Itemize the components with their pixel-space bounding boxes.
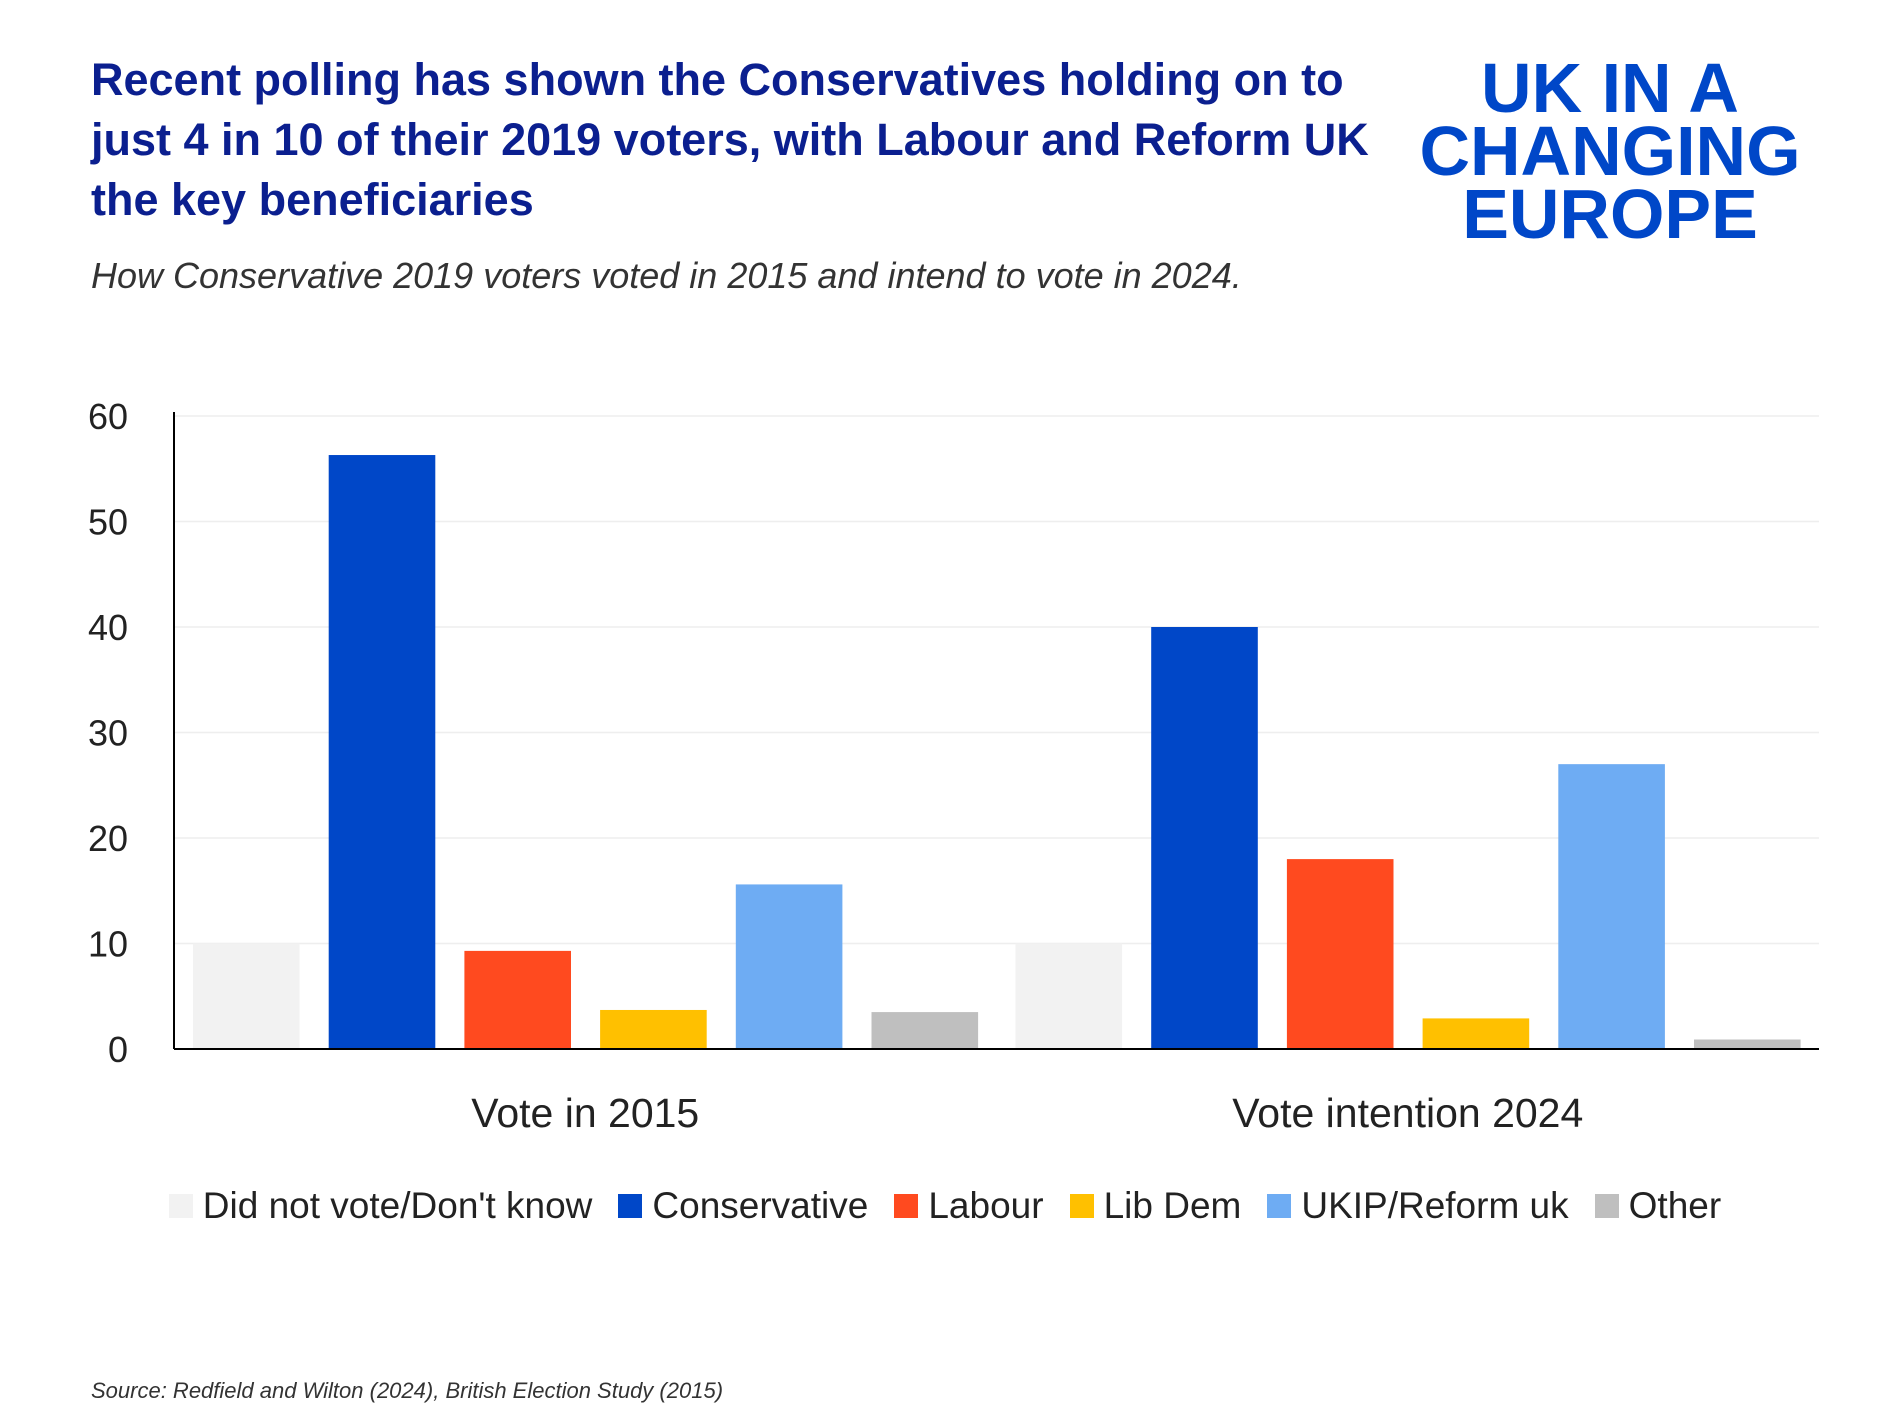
bar-did-not-vote-don-t-know-1	[1015, 943, 1123, 1049]
bar-ukip-reform-uk-1	[1558, 764, 1665, 1049]
legend-swatch	[168, 1194, 193, 1218]
legend: Did not vote/Don't know Conservative Labou…	[0, 1185, 1890, 1227]
legend-label: Labour	[928, 1185, 1044, 1226]
y-tick-label: 40	[88, 607, 128, 648]
legend-swatch	[1267, 1194, 1292, 1218]
bar-conservative-0	[328, 455, 436, 1049]
chart-subtitle: How Conservative 2019 voters voted in 20…	[91, 255, 1242, 296]
logo-line-1: UK IN A	[1481, 50, 1739, 127]
bar-ukip-reform-uk-0	[735, 884, 843, 1049]
legend-label: Other	[1628, 1185, 1722, 1226]
bar-conservative-1	[1151, 627, 1258, 1049]
bar-other-0	[871, 1012, 979, 1049]
bar-lib-dem-0	[600, 1009, 707, 1049]
legend-swatch	[1069, 1194, 1094, 1218]
bar-labour-0	[464, 950, 571, 1049]
chart-title: Recent polling has shown the Conservativ…	[91, 54, 1369, 225]
bar-chart: 0 10 20 30 40 50 60 Vote in 2015 Vote intention …	[88, 396, 1819, 1136]
logo-line-3: EUROPE	[1462, 175, 1758, 250]
bar-lib-dem-1	[1422, 1018, 1530, 1049]
legend-label: Lib Dem	[1103, 1185, 1242, 1226]
category-label: Vote intention 2024	[1232, 1090, 1583, 1136]
legend-item: Other	[1594, 1185, 1722, 1227]
legend-swatch	[1594, 1194, 1619, 1218]
legend-swatch	[894, 1194, 919, 1218]
uk-in-a-changing-europe-logo: UK IN A CHANGING EUROPE	[1419, 50, 1800, 250]
logo-line-2: CHANGING	[1419, 112, 1800, 190]
legend-label: Did not vote/Don't know	[202, 1185, 593, 1226]
legend-item: UKIP/Reform uk	[1267, 1185, 1569, 1227]
legend-item: Lib Dem	[1069, 1185, 1242, 1227]
source-note: Source: Redfield and Wilton (2024), Brit…	[91, 1378, 724, 1403]
legend-swatch	[618, 1194, 643, 1218]
legend-item: Labour	[894, 1185, 1044, 1227]
y-tick-label: 50	[88, 502, 128, 543]
y-tick-label: 30	[88, 713, 128, 754]
category-label: Vote in 2015	[471, 1090, 699, 1136]
legend-label: UKIP/Reform uk	[1301, 1185, 1569, 1226]
legend-label: Conservative	[652, 1185, 869, 1226]
y-tick-label: 20	[88, 818, 128, 859]
bar-did-not-vote-don-t-know-0	[193, 943, 300, 1049]
y-tick-label: 10	[88, 924, 128, 965]
y-tick-label: 60	[88, 396, 128, 437]
legend-item: Conservative	[618, 1185, 868, 1227]
y-tick-label: 0	[108, 1029, 128, 1070]
legend-item: Did not vote/Don't know	[168, 1185, 593, 1227]
bar-labour-1	[1286, 859, 1394, 1049]
bar-other-1	[1694, 1039, 1801, 1049]
